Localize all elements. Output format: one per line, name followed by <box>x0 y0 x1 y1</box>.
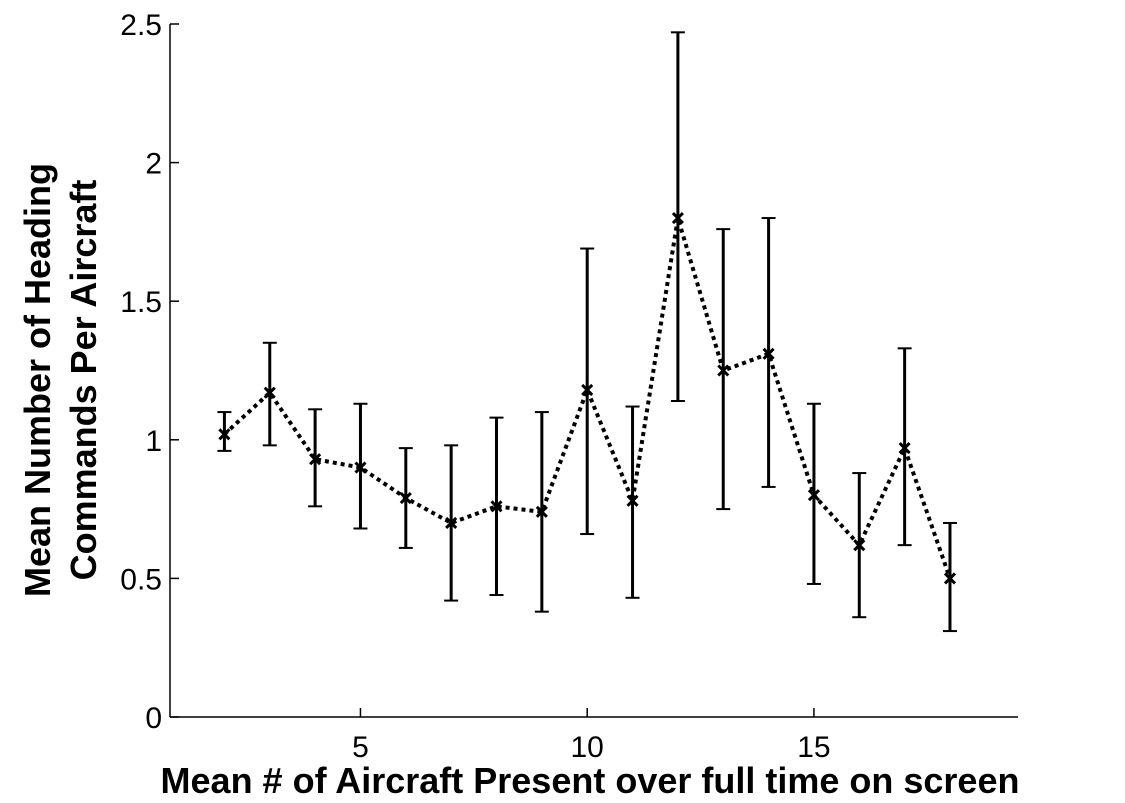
marker-stroke <box>853 539 866 552</box>
marker-stroke <box>490 500 503 513</box>
marker-stroke <box>943 572 957 585</box>
data-point <box>626 494 639 507</box>
data-point <box>717 364 730 377</box>
y-tick-label: 1.5 <box>120 286 162 319</box>
data-point <box>943 572 957 585</box>
marker-stroke <box>354 461 367 474</box>
data-point <box>490 500 503 513</box>
y-tick-label: 0.5 <box>120 563 162 596</box>
y-tick-label: 2 <box>145 148 162 181</box>
y-tick-label: 1 <box>145 425 162 458</box>
data-point <box>399 491 412 505</box>
y-tick-label: 2.5 <box>120 9 162 42</box>
data-point <box>263 386 276 399</box>
marker-stroke <box>218 428 231 441</box>
marker-stroke <box>762 347 775 360</box>
marker-stroke <box>626 494 639 507</box>
y-tick-label: 0 <box>145 702 162 735</box>
marker-stroke <box>445 516 458 530</box>
marker-stroke <box>717 364 730 377</box>
data-point <box>671 211 684 225</box>
data-point <box>445 516 458 530</box>
data-point <box>354 461 367 474</box>
data-point <box>762 347 775 360</box>
x-axis-title: Mean # of Aircraft Present over full tim… <box>161 760 1020 801</box>
marker-stroke <box>263 386 276 399</box>
axes <box>169 23 1018 718</box>
marker-stroke <box>807 489 820 502</box>
data-point <box>309 453 322 466</box>
marker-stroke <box>898 442 911 455</box>
data-point <box>898 442 911 455</box>
data-point <box>218 428 231 441</box>
marker-stroke <box>309 453 322 466</box>
marker-stroke <box>535 505 548 518</box>
data-point <box>807 489 820 502</box>
y-axis-title-line-2: Commands Per Aircraft <box>63 180 104 581</box>
marker-stroke <box>581 383 594 396</box>
data-point <box>535 505 548 518</box>
y-axis-title-line-1: Mean Number of Heading <box>17 163 58 597</box>
data-point <box>581 383 594 396</box>
x-tick-label: 10 <box>571 731 604 764</box>
error-bars <box>217 31 957 633</box>
x-tick-label: 15 <box>797 731 830 764</box>
x-tick-label: 5 <box>352 731 369 764</box>
marker-stroke <box>671 211 684 225</box>
data-point <box>853 539 866 552</box>
tick-labels: 0 0.5 1 1.5 2 2.5 5 10 15 <box>120 9 830 764</box>
marker-stroke <box>399 491 412 505</box>
series <box>218 211 957 585</box>
